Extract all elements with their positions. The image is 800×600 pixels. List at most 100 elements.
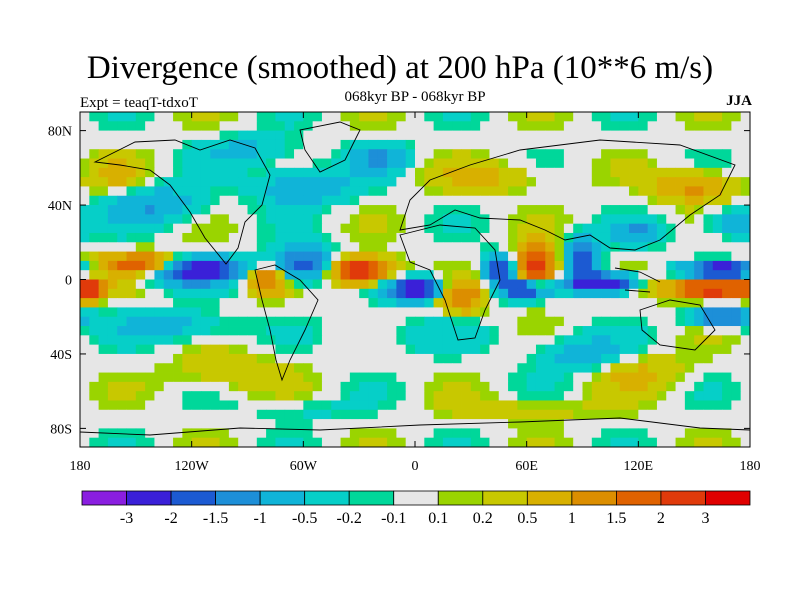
field-cell — [340, 326, 351, 336]
field-cell — [545, 335, 555, 346]
field-cell — [154, 121, 165, 132]
field-cell — [554, 409, 565, 420]
field-cell — [247, 205, 258, 215]
field-cell — [340, 279, 351, 290]
field-cell — [740, 149, 750, 159]
field-cell — [517, 307, 528, 318]
field-cell — [508, 316, 518, 327]
field-cell — [126, 363, 137, 373]
field-cell — [266, 316, 276, 327]
field-cell — [526, 381, 537, 392]
field-cell — [638, 112, 649, 122]
field-cell — [89, 298, 100, 308]
field-cell — [387, 260, 397, 271]
field-cell — [359, 353, 369, 364]
field-cell — [601, 158, 611, 169]
field-cell — [675, 205, 686, 215]
field-cell — [89, 195, 100, 206]
field-cell — [526, 214, 537, 225]
field-cell — [331, 353, 341, 364]
field-cell — [712, 214, 723, 225]
field-cell — [424, 298, 435, 308]
field-cell — [712, 335, 723, 346]
field-cell — [331, 260, 341, 271]
field-cell — [573, 391, 583, 401]
field-cell — [238, 251, 248, 262]
field-cell — [349, 177, 360, 187]
field-cell — [359, 139, 369, 150]
field-cell — [284, 363, 295, 373]
field-cell — [563, 139, 574, 150]
field-cell — [424, 409, 435, 420]
field-cell — [117, 428, 127, 439]
field-cell — [163, 242, 174, 252]
field-cell — [247, 130, 258, 141]
field-cell — [731, 130, 742, 141]
field-cell — [582, 260, 593, 271]
field-cell — [554, 363, 565, 373]
field-cell — [489, 121, 500, 132]
field-cell — [610, 335, 621, 346]
field-cell — [321, 186, 332, 197]
field-cell — [526, 437, 537, 447]
field-cell — [284, 130, 295, 141]
field-cell — [638, 270, 649, 280]
field-cell — [712, 437, 723, 447]
field-cell — [703, 251, 714, 262]
field-cell — [303, 186, 314, 197]
field-cell — [526, 251, 537, 262]
field-cell — [294, 223, 304, 234]
field-cell — [98, 232, 109, 243]
field-cell — [89, 381, 100, 392]
field-cell — [80, 232, 90, 243]
field-cell — [405, 381, 416, 392]
field-cell — [535, 419, 546, 429]
field-cell — [126, 130, 137, 141]
field-cell — [284, 242, 295, 252]
field-cell — [415, 149, 425, 159]
field-cell — [601, 186, 611, 197]
field-cell — [591, 223, 602, 234]
field-cell — [591, 335, 602, 346]
field-cell — [526, 149, 537, 159]
field-cell — [656, 428, 667, 439]
field-cell — [173, 307, 183, 318]
field-cell — [535, 400, 546, 411]
field-cell — [117, 419, 127, 429]
field-cell — [126, 391, 137, 401]
field-cell — [442, 112, 453, 122]
field-cell — [675, 279, 686, 290]
field-cell — [461, 270, 472, 280]
field-cell — [452, 363, 462, 373]
field-cell — [191, 205, 202, 215]
field-cell — [89, 158, 100, 169]
field-cell — [284, 409, 295, 420]
field-cell — [284, 260, 295, 271]
field-cell — [722, 186, 732, 197]
field-cell — [629, 437, 639, 447]
colorbar-swatch — [126, 490, 172, 506]
field-cell — [219, 409, 230, 420]
field-cell — [461, 112, 472, 122]
field-cell — [582, 242, 593, 252]
field-cell — [182, 409, 193, 420]
field-cell — [219, 298, 230, 308]
field-cell — [535, 158, 546, 169]
field-cell — [563, 223, 574, 234]
field-cell — [656, 130, 667, 141]
field-cell — [377, 232, 388, 243]
field-cell — [647, 400, 658, 411]
field-cell — [228, 223, 239, 234]
field-cell — [601, 437, 611, 447]
field-cell — [303, 381, 314, 392]
field-cell — [266, 214, 276, 225]
field-cell — [629, 195, 639, 206]
field-cell — [98, 260, 109, 271]
field-cell — [200, 363, 211, 373]
field-cell — [573, 149, 583, 159]
field-cell — [591, 372, 602, 383]
field-cell — [284, 186, 295, 197]
field-cell — [210, 130, 220, 141]
field-cell — [740, 121, 750, 132]
field-cell — [210, 298, 220, 308]
